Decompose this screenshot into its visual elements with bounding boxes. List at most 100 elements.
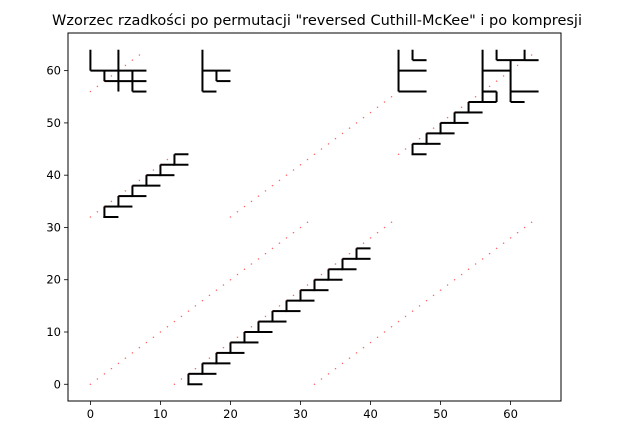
data-point <box>264 252 267 255</box>
y-tick-label: 40 <box>46 168 61 182</box>
data-point <box>96 211 99 213</box>
y-tick-label: 30 <box>46 220 61 234</box>
data-point <box>138 54 141 56</box>
data-point <box>152 169 155 171</box>
data-point <box>278 179 281 182</box>
data-point <box>89 90 92 93</box>
data-point <box>355 352 358 354</box>
data-point <box>110 367 113 370</box>
data-point <box>341 132 344 135</box>
data-point <box>131 352 134 354</box>
data-point <box>383 101 386 103</box>
data-point <box>362 116 365 119</box>
data-point <box>292 294 295 297</box>
data-point <box>432 294 435 297</box>
data-point <box>502 242 505 244</box>
data-point <box>467 268 470 271</box>
data-point <box>411 310 414 312</box>
chart-title: Wzorzec rzadkości po permutacji "reverse… <box>52 13 582 29</box>
data-point <box>488 85 491 88</box>
data-point <box>509 237 512 239</box>
data-point <box>369 111 372 114</box>
data-point <box>271 184 274 187</box>
data-point <box>180 378 183 380</box>
data-point <box>425 299 428 302</box>
data-point <box>194 367 197 370</box>
data-point <box>460 106 463 108</box>
data-point <box>502 75 505 77</box>
data-point <box>313 153 316 156</box>
x-tick-label: 40 <box>363 407 378 421</box>
data-point <box>390 326 393 328</box>
data-point <box>229 278 232 281</box>
data-point <box>173 383 176 386</box>
data-point <box>208 357 211 359</box>
data-point <box>131 59 134 61</box>
data-point <box>89 383 92 386</box>
data-point <box>145 341 148 344</box>
x-tick-label: 30 <box>293 407 308 421</box>
data-point <box>390 96 393 98</box>
data-point <box>327 143 330 145</box>
data-point <box>257 195 260 197</box>
data-point <box>376 106 379 108</box>
data-point <box>264 190 267 192</box>
data-point <box>110 200 113 203</box>
x-tick-label: 0 <box>87 407 94 421</box>
data-point <box>173 320 176 323</box>
data-point <box>334 263 337 265</box>
data-point <box>89 216 92 218</box>
data-point <box>348 252 351 255</box>
data-point <box>138 346 141 349</box>
data-point <box>376 231 379 234</box>
data-point <box>516 64 519 67</box>
data-point <box>285 174 288 176</box>
data-point <box>236 211 239 213</box>
data-point <box>103 373 106 375</box>
data-point <box>306 158 309 161</box>
data-point <box>250 326 253 328</box>
data-point <box>250 200 253 203</box>
data-point <box>495 80 498 82</box>
data-point <box>292 169 295 171</box>
data-point <box>369 341 372 344</box>
data-point <box>362 242 365 244</box>
data-point <box>271 247 274 250</box>
data-point <box>355 122 358 124</box>
x-axis: 0 10 20 30 40 50 60 <box>87 401 518 421</box>
data-point <box>320 273 323 276</box>
data-point <box>439 289 442 291</box>
data-point <box>110 75 113 77</box>
data-point <box>446 116 449 119</box>
data-point <box>250 263 253 265</box>
data-point <box>474 263 477 265</box>
data-point <box>306 221 309 223</box>
data-point <box>180 315 183 318</box>
data-point <box>383 226 386 229</box>
data-point <box>229 216 232 218</box>
data-point <box>376 336 379 338</box>
data-point <box>264 315 267 318</box>
data-point <box>299 163 302 166</box>
y-tick-label: 10 <box>46 325 61 339</box>
data-point <box>236 273 239 276</box>
data-point <box>243 205 246 208</box>
y-tick-label: 0 <box>54 377 61 391</box>
data-point <box>292 231 295 234</box>
data-point <box>397 320 400 323</box>
data-point <box>138 179 141 182</box>
data-point <box>222 346 225 349</box>
data-point <box>495 247 498 250</box>
data-point <box>320 378 323 380</box>
data-point <box>166 326 169 328</box>
data-point <box>236 336 239 338</box>
x-tick-label: 50 <box>433 407 448 421</box>
data-point <box>474 96 477 98</box>
data-point <box>187 310 190 312</box>
data-point <box>159 331 162 333</box>
data-point <box>117 362 120 365</box>
data-point <box>523 226 526 229</box>
data-point <box>215 289 218 291</box>
data-point <box>432 127 435 129</box>
